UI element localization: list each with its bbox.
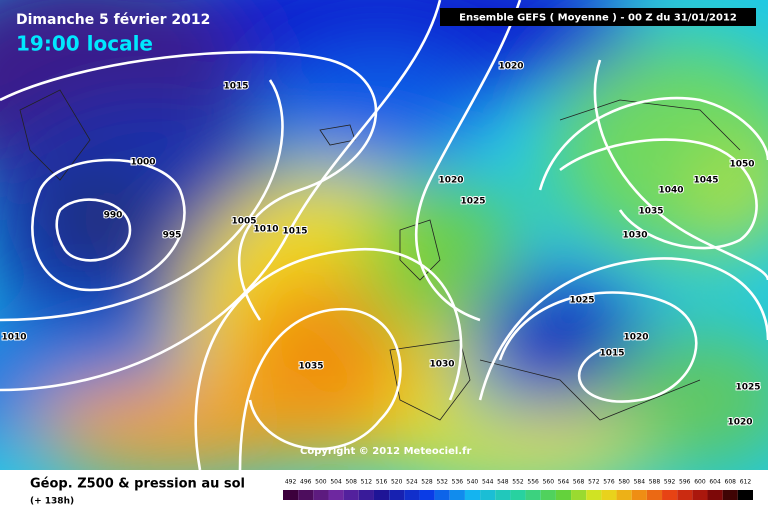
isobar-label: 1020	[498, 62, 523, 72]
legend-label: 584	[634, 479, 646, 486]
isobar-label: 1020	[623, 333, 648, 343]
local-time: 19:00 locale	[16, 32, 153, 56]
product-title: Géop. Z500 & pression au sol	[30, 477, 245, 492]
isobar-label: 995	[163, 231, 182, 241]
legend-swatch	[464, 490, 481, 500]
isobar-label: 1020	[438, 176, 463, 186]
legend-swatch	[722, 490, 738, 500]
legend-label: 564	[558, 479, 570, 486]
model-info: Ensemble GEFS ( Moyenne ) - 00 Z du 31/0…	[459, 13, 737, 24]
legend-swatch	[737, 490, 753, 500]
isobar-label: 1015	[599, 349, 624, 359]
legend-swatch	[707, 490, 723, 500]
legend-label: 516	[376, 479, 388, 486]
legend-label: 588	[649, 479, 661, 486]
date: Dimanche 5 février 2012	[16, 12, 210, 28]
legend-label: 608	[725, 479, 737, 486]
legend-label: 492	[285, 479, 297, 486]
legend-label: 576	[603, 479, 615, 486]
legend-label: 512	[361, 479, 373, 486]
legend-swatch	[631, 490, 647, 500]
legend-label: 612	[740, 479, 752, 486]
legend-label: 604	[709, 479, 721, 486]
legend-label: 496	[300, 479, 312, 486]
legend-swatch	[601, 490, 617, 500]
legend-swatch	[389, 490, 405, 500]
legend-label: 560	[543, 479, 555, 486]
legend-swatch	[525, 490, 541, 500]
isobar-label: 1000	[130, 158, 155, 168]
legend-swatch	[283, 490, 299, 500]
legend-swatch	[540, 490, 556, 500]
isobar-label: 1030	[429, 360, 454, 370]
legend-swatch	[298, 490, 314, 500]
isobar-label: 1025	[735, 383, 760, 393]
legend-swatch	[449, 490, 465, 500]
isobar-label: 1050	[729, 160, 754, 170]
legend-swatch	[373, 490, 390, 500]
legend-label: 508	[345, 479, 357, 486]
legend-label: 592	[664, 479, 676, 486]
legend-label: 540	[467, 479, 479, 486]
isobar-label: 1025	[460, 197, 485, 207]
legend-label: 528	[421, 479, 433, 486]
legend-swatch	[343, 490, 359, 500]
legend-swatch	[434, 490, 450, 500]
copyright: Copyright © 2012 Meteociel.fr	[300, 446, 471, 457]
legend-label: 532	[436, 479, 448, 486]
legend-label: 568	[573, 479, 585, 486]
isobar-label: 990	[104, 211, 123, 221]
isobar-label: 1045	[693, 176, 718, 186]
isobar-label: 1030	[622, 231, 647, 241]
legend-label: 600	[694, 479, 706, 486]
model-box	[440, 8, 756, 26]
isobar-label: 1010	[253, 225, 278, 235]
legend-swatch	[555, 490, 572, 500]
field	[0, 0, 768, 470]
lead-time: (+ 138h)	[30, 497, 74, 507]
legend-swatch	[646, 490, 663, 500]
isobar-label: 1005	[231, 217, 256, 227]
legend-label: 536	[452, 479, 464, 486]
legend-swatch	[328, 490, 344, 500]
isobar-label: 1020	[727, 418, 752, 428]
isobar-label: 1025	[569, 296, 594, 306]
legend-swatch	[510, 490, 526, 500]
legend-label: 556	[527, 479, 539, 486]
legend-label: 520	[391, 479, 403, 486]
legend-swatch	[662, 490, 678, 500]
legend-label: 500	[315, 479, 327, 486]
legend-swatch	[404, 490, 420, 500]
legend-swatch	[571, 490, 587, 500]
legend-label: 596	[679, 479, 691, 486]
legend-label: 524	[406, 479, 418, 486]
legend-swatch	[313, 490, 329, 500]
legend-label: 552	[512, 479, 524, 486]
legend-label: 504	[330, 479, 342, 486]
isobar-label: 1040	[658, 186, 683, 196]
legend-label: 580	[618, 479, 630, 486]
isobar-label: 1015	[282, 227, 307, 237]
legend-label: 548	[497, 479, 509, 486]
isobar-label: 1035	[638, 207, 663, 217]
legend-label: 544	[482, 479, 494, 486]
legend-swatch	[480, 490, 496, 500]
legend-swatch	[677, 490, 693, 500]
legend-label: 572	[588, 479, 600, 486]
legend-swatch	[495, 490, 511, 500]
legend-swatch	[692, 490, 708, 500]
legend-swatch	[586, 490, 602, 500]
legend-swatch	[358, 490, 374, 500]
legend-swatch	[616, 490, 632, 500]
isobar-label: 1035	[298, 362, 323, 372]
isobar-label: 1015	[223, 82, 248, 92]
isobar-label: 1010	[1, 333, 26, 343]
legend-swatch	[419, 490, 435, 500]
